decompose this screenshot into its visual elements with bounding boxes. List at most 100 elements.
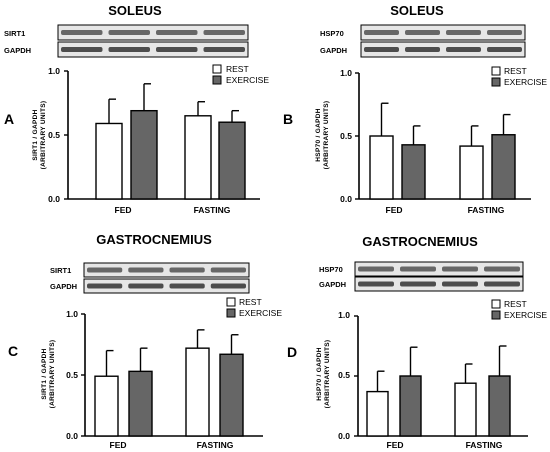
blot-label-target: HSP70 — [319, 265, 343, 274]
blot-band — [210, 283, 246, 289]
y-tick-label: 0.5 — [338, 370, 350, 380]
x-category-label: FED — [386, 205, 403, 215]
legend-label-rest: REST — [504, 66, 527, 76]
blot-band — [487, 30, 522, 35]
panel-a: SOLEUS SIRT1 GAPDH A SIRT1 / GAPDH (ARBI… — [0, 0, 275, 226]
bar-rest — [454, 382, 477, 437]
blot-strip — [57, 41, 249, 58]
legend: REST EXERCISE — [491, 66, 547, 87]
panel-letter: B — [283, 111, 293, 127]
x-category-label: FASTING — [466, 440, 503, 450]
y-tick-labels: 0.0 0.5 1.0 — [48, 66, 60, 204]
blot-band — [203, 30, 245, 35]
blot-band — [61, 30, 103, 35]
blot-band — [364, 47, 399, 52]
legend-label-exercise: EXERCISE — [226, 75, 269, 85]
blot-strip — [83, 278, 250, 294]
legend-swatch-exercise — [491, 310, 501, 320]
bar-rest — [94, 375, 119, 437]
legend-swatch-rest — [491, 66, 501, 76]
y-tick-label: 0.0 — [338, 431, 350, 441]
blot-band — [400, 266, 436, 272]
blot-band — [108, 47, 150, 52]
plot-area — [64, 70, 260, 200]
y-axis-label-line1: SIRT1 / GAPDH — [41, 348, 48, 399]
legend-swatch-exercise — [226, 308, 236, 318]
bar-exercise — [488, 375, 511, 437]
y-tick-label: 0.0 — [340, 194, 352, 204]
blot-strip — [360, 24, 526, 41]
y-axis-label-line2: (ARBITRARY UNITS) — [40, 101, 47, 170]
panel-letter: A — [4, 111, 14, 127]
bar-rest — [459, 145, 484, 200]
blot-label-target: SIRT1 — [4, 29, 25, 38]
blot-image — [83, 262, 250, 294]
y-axis-label-line2: (ARBITRARY UNITS) — [49, 340, 56, 409]
panel-letter: C — [8, 343, 18, 359]
panel-title: GASTROCNEMIUS — [96, 232, 212, 247]
legend-label-rest: REST — [226, 64, 249, 74]
x-category-label: FED — [387, 440, 404, 450]
x-category-label: FED — [110, 440, 127, 450]
y-tick-label: 0.5 — [340, 131, 352, 141]
x-category-label: FASTING — [197, 440, 234, 450]
legend: REST EXERCISE — [226, 297, 282, 318]
blot-band — [484, 281, 520, 287]
bar-exercise — [128, 370, 153, 437]
blot-band — [446, 30, 481, 35]
y-tick-label: 0.5 — [66, 370, 78, 380]
blot-band — [169, 267, 205, 273]
y-tick-labels: 0.0 0.5 1.0 — [338, 310, 350, 441]
blot-image — [57, 24, 249, 58]
legend-swatch-rest — [226, 297, 236, 307]
blot-band — [169, 283, 205, 289]
y-tick-label: 1.0 — [340, 68, 352, 78]
blot-band — [87, 283, 123, 289]
blot-label-control: GAPDH — [4, 46, 31, 55]
blot-band — [405, 47, 440, 52]
blot-band — [156, 30, 198, 35]
y-axis-label-line1: SIRT1 / GAPDH — [32, 109, 39, 160]
blot-band — [442, 266, 478, 272]
bar-exercise — [218, 121, 246, 200]
blot-label-target: SIRT1 — [50, 266, 71, 275]
blot-strip — [354, 261, 524, 277]
bar-exercise — [491, 134, 516, 200]
legend-label-exercise: EXERCISE — [239, 308, 282, 318]
legend-swatch-rest — [491, 299, 501, 309]
legend: REST EXERCISE — [212, 64, 269, 85]
x-category-label: FED — [115, 205, 132, 215]
chart-svg: GASTROCNEMIUS HSP70 GAPDH D HSP70 / GAPD… — [287, 234, 547, 450]
chart-svg: SOLEUS SIRT1 GAPDH A SIRT1 / GAPDH (ARBI… — [4, 3, 269, 215]
legend-swatch-exercise — [212, 75, 222, 85]
y-tick-label: 0.0 — [48, 194, 60, 204]
blot-band — [400, 281, 436, 287]
bar-exercise — [401, 144, 426, 200]
legend-swatch-exercise — [491, 77, 501, 87]
bar-rest — [184, 115, 212, 200]
panel-b: SOLEUS HSP70 GAPDH B HSP70 / GAPDH (ARBI… — [275, 0, 550, 226]
blot-band — [128, 283, 164, 289]
blot-label-control: GAPDH — [319, 280, 346, 289]
panel-letter: D — [287, 344, 297, 360]
blot-band — [358, 281, 394, 287]
blot-band — [442, 281, 478, 287]
blot-band — [487, 47, 522, 52]
blot-band — [446, 47, 481, 52]
legend-swatch-rest — [212, 64, 222, 74]
legend-label-exercise: EXERCISE — [504, 77, 547, 87]
y-axis-label-line2: (ARBITRARY UNITS) — [323, 101, 330, 170]
bar-rest — [95, 122, 123, 200]
legend-label-rest: REST — [239, 297, 262, 307]
x-category-label: FASTING — [194, 205, 231, 215]
panel-title: SOLEUS — [390, 3, 444, 18]
y-tick-label: 0.0 — [66, 431, 78, 441]
x-category-label: FASTING — [468, 205, 505, 215]
y-axis-label-line1: HSP70 / GAPDH — [315, 108, 322, 161]
panel-title: SOLEUS — [108, 3, 162, 18]
blot-band — [61, 47, 103, 52]
panel-c: GASTROCNEMIUS SIRT1 GAPDH C SIRT1 / GAPD… — [0, 226, 282, 452]
panel-title: GASTROCNEMIUS — [362, 234, 478, 249]
blot-label-control: GAPDH — [50, 282, 77, 291]
bar-exercise — [130, 109, 158, 200]
